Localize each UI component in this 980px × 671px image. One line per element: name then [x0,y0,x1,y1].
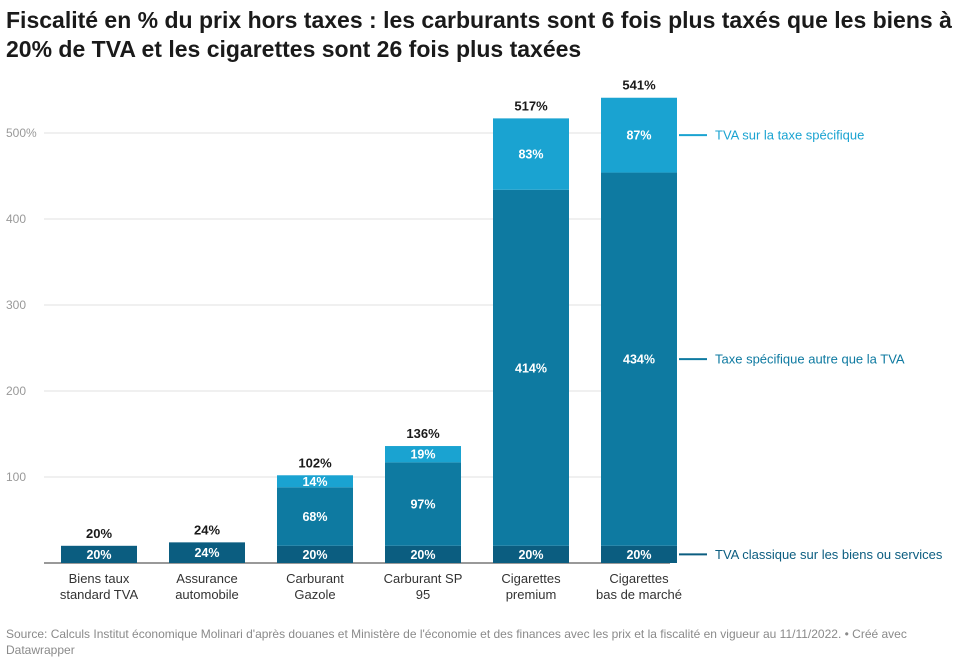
total-label: 102% [298,455,332,470]
legend-label: TVA classique sur les biens ou services [715,547,943,562]
x-tick-label: Assurance automobile [175,571,239,602]
bar-segment [385,545,461,563]
total-label: 24% [194,522,220,537]
x-tick-label: Carburant SP 95 [384,571,463,602]
x-tick-label-line: bas de marché [596,587,682,602]
x-tick-label-line: Cigarettes [609,571,669,586]
labels: 20% 20% Biens taux standard TVA 24% 24% Assura… [60,78,682,602]
x-tick-label: Carburant Gazole [286,571,344,602]
footer: Source: Calculs Institut économique Moli… [6,626,971,658]
x-tick-label-line: premium [506,587,557,602]
credit-note: • Créé avec Datawrapper [6,627,907,657]
segment-label: 434% [623,353,655,367]
segment-label: 20% [518,548,543,562]
segment-label: 20% [302,548,327,562]
bar-segment [493,545,569,563]
legend: TVA classique sur les biens ou services T… [679,128,943,562]
x-tick-label-line: Carburant [286,571,344,586]
total-label: 517% [514,98,548,113]
total-label: 20% [86,526,112,541]
legend-label: TVA sur la taxe spécifique [715,128,864,143]
segment-label: 20% [86,548,111,562]
x-tick-label: Biens taux standard TVA [60,571,139,602]
y-tick-label: 300 [6,298,26,312]
segment-label: 24% [194,546,219,560]
y-tick-label: 400 [6,212,26,226]
bars [61,97,677,563]
bar-segment [277,475,353,488]
x-tick-label: Cigarettes bas de marché [596,571,682,602]
bar-segment [169,542,245,563]
y-tick-label: 500% [6,126,37,140]
x-tick-label-line: Cigarettes [501,571,561,586]
bar-segment [385,462,461,546]
total-label: 136% [406,426,440,441]
bar-segment [493,189,569,546]
bar-segment [493,118,569,190]
bar-segment [61,545,137,563]
source-note: Source: Calculs Institut économique Moli… [6,627,842,641]
x-tick-label-line: Biens taux [69,571,130,586]
y-tick-label: 200 [6,384,26,398]
segment-label: 83% [518,148,543,162]
y-tick-label: 100 [6,470,26,484]
x-tick-label: Cigarettes premium [501,571,561,602]
x-tick-label-line: standard TVA [60,587,139,602]
bar-segment [601,545,677,563]
segment-label: 68% [302,510,327,524]
x-tick-label-line: Carburant SP [384,571,463,586]
x-tick-label-line: Assurance [176,571,237,586]
segment-label: 14% [302,475,327,489]
chart-title: Fiscalité en % du prix hors taxes : les … [6,7,952,62]
total-label: 541% [622,78,656,93]
bar-segment [277,545,353,563]
bar-segment [385,446,461,463]
x-tick-label-line: automobile [175,587,239,602]
segment-label: 97% [410,498,435,512]
x-tick-label-line: 95 [416,587,430,602]
bar-segment [601,97,677,173]
segment-label: 414% [515,361,547,375]
segment-label: 87% [626,129,651,143]
bar-segment [601,172,677,546]
bar-segment [277,487,353,546]
segment-label: 20% [410,548,435,562]
segment-label: 19% [410,448,435,462]
segment-label: 20% [626,548,651,562]
legend-label: Taxe spécifique autre que la TVA [715,352,905,367]
x-tick-label-line: Gazole [294,587,335,602]
